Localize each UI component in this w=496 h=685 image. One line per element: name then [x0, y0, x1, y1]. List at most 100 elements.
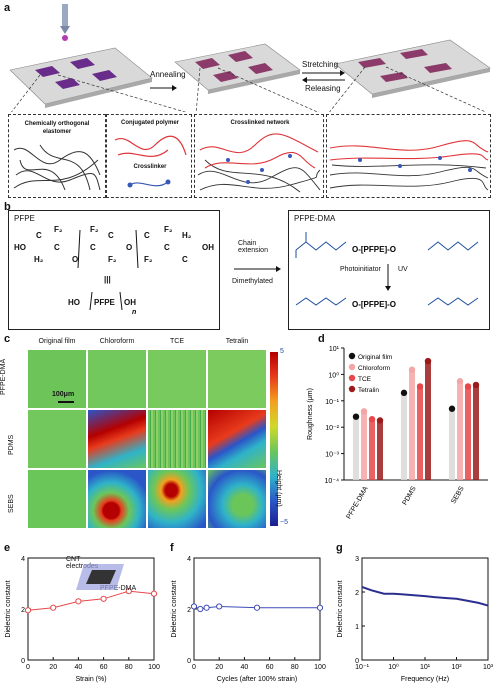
height-colorbar	[270, 352, 278, 526]
scale-bar	[58, 401, 74, 403]
data-point	[190, 603, 198, 610]
legend-label: Chloroform	[358, 365, 390, 372]
svg-text:OH: OH	[124, 298, 136, 307]
pfpe-structure: HO C H₂ C F₂ O C F₂ C F₂ O C F₂ C F₂ C H₂ OH HO…	[14, 225, 214, 316]
x-tick-label: 80	[291, 664, 299, 671]
legend-label: TCE	[358, 376, 372, 383]
y-tick-label: 10⁻⁴	[325, 478, 340, 485]
pfpe-dma-label: PFPE-DMA	[100, 585, 137, 592]
data-point	[75, 598, 82, 605]
zoom-box-elastomer	[8, 114, 106, 198]
colorbar-max: 5	[280, 348, 284, 355]
releasing-label: Releasing	[305, 84, 341, 93]
afm-sebs-tce	[148, 470, 206, 528]
svg-text:C: C	[182, 255, 188, 264]
svg-text:H₂: H₂	[34, 255, 44, 264]
x-tick-label: 40	[75, 664, 83, 671]
data-point	[253, 604, 261, 611]
y-axis-label: Dielectric constant	[171, 580, 178, 637]
pfpe-structure-box	[8, 210, 220, 330]
afm-pfpe-tce	[148, 350, 206, 408]
bar	[449, 408, 455, 480]
x-tick-label: 10³	[483, 664, 494, 671]
zoom-box-network	[194, 114, 324, 198]
label-crosslinked-network: Crosslinked network	[230, 120, 290, 126]
legend-marker	[348, 374, 356, 382]
y-tick-label: 4	[187, 556, 191, 563]
y-tick-label: 10¹	[329, 346, 340, 353]
zoom-box-stretched	[326, 114, 491, 198]
x-tick-label: 10¹	[420, 664, 431, 671]
printer-nozzle-icon	[62, 4, 68, 26]
data-point	[408, 366, 416, 373]
svg-text:F₂: F₂	[108, 255, 117, 264]
frequency-chart: 0 1 2 3 10⁻¹ 10⁰ 10¹ 10² 10³ Frequency (Hz) Dielec…	[337, 556, 494, 683]
y-tick-label: 10⁰	[328, 371, 339, 379]
bar	[377, 420, 383, 480]
dimethylated-label: Dimethylated	[232, 278, 273, 285]
data-point	[376, 417, 384, 424]
legend-label: Original film	[358, 354, 392, 361]
panel-letter-c: c	[4, 333, 11, 345]
bar	[353, 416, 359, 480]
panel-letter-e: e	[4, 542, 11, 554]
x-tick-label: 10⁰	[388, 663, 399, 671]
x-tick-label: 60	[266, 664, 274, 671]
y-tick-label: 1	[355, 624, 359, 631]
y-tick-label: 0	[21, 658, 25, 665]
svg-text:HO: HO	[14, 243, 26, 252]
afm-pdms-chloroform	[88, 410, 146, 468]
data-point	[125, 588, 132, 595]
x-tick-label: 40	[241, 664, 249, 671]
series-line	[361, 585, 489, 607]
col-chloroform: Chloroform	[99, 338, 135, 345]
chain-extension-label: Chain extension	[238, 240, 268, 254]
y-tick-label: 2	[355, 590, 359, 597]
col-tce: TCE	[170, 338, 184, 345]
data-point	[24, 607, 32, 614]
data-point	[400, 389, 408, 397]
reaction-arrow-icon	[234, 266, 281, 272]
zoom-box-drawings	[13, 133, 489, 193]
data-point	[416, 383, 424, 390]
x-tick-label: 0	[26, 664, 30, 671]
svg-text:C: C	[144, 231, 150, 240]
svg-text:O: O	[126, 243, 132, 252]
pfpe-dma-title: PFPE-DMA	[294, 214, 336, 223]
panel-letter-d: d	[318, 333, 325, 345]
svg-text:F₂: F₂	[90, 225, 99, 234]
x-tick-label: 0	[192, 664, 196, 671]
data-point	[448, 405, 456, 412]
legend-marker	[348, 385, 356, 393]
x-tick-label: PFPE-DMA	[346, 485, 370, 520]
x-tick-label: 60	[100, 664, 108, 671]
x-tick-label: 20	[215, 664, 223, 671]
svg-text:F₂: F₂	[164, 225, 173, 234]
plot-frame	[361, 557, 489, 661]
data-point	[316, 604, 324, 611]
col-tetralin: Tetralin	[225, 338, 249, 345]
x-axis-label: Strain (%)	[75, 676, 106, 683]
x-tick-label: SEBS	[450, 485, 466, 505]
bar	[473, 384, 479, 480]
y-tick-label: 3	[355, 556, 359, 563]
row-sebs: SEBS	[8, 494, 15, 513]
bar	[369, 419, 375, 480]
x-tick-label: 100	[148, 664, 160, 671]
x-tick-label: 10⁻¹	[355, 664, 369, 671]
svg-text:F₂: F₂	[54, 225, 63, 234]
afm-pdms-tetralin	[208, 410, 266, 468]
colorbar-label: Height (μm)	[275, 470, 282, 507]
afm-pfpe-original	[28, 350, 86, 408]
bar	[401, 392, 407, 480]
panel-letter-g: g	[336, 542, 343, 554]
y-tick-label: 10⁻³	[325, 452, 339, 459]
ink-droplet-icon	[62, 35, 68, 41]
roughness-chart: 10⁻⁴ 10⁻³ 10⁻² 10⁻¹ 10⁰ 10¹ Roughness (μm) PFPE…	[307, 346, 488, 520]
zoom-box-polymer	[106, 114, 192, 198]
data-point	[150, 590, 158, 597]
panel-letter-f: f	[170, 542, 174, 554]
device-icon	[76, 564, 124, 590]
svg-text:PFPE: PFPE	[94, 298, 116, 307]
pfpe-dma-structure: O-[PFPE]-O O-[PFPE]-O	[295, 232, 479, 309]
